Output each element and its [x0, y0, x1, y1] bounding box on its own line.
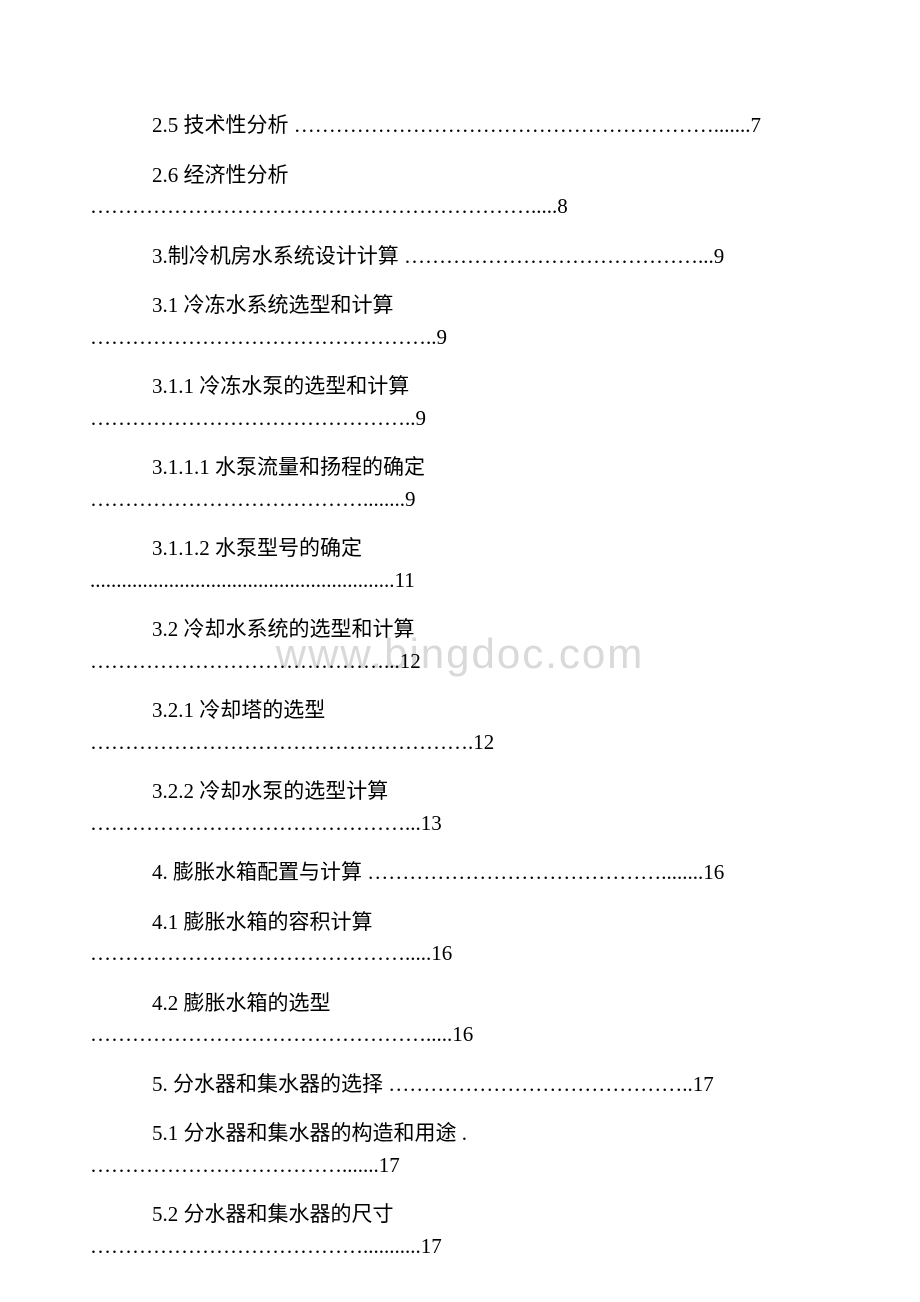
toc-leader: ……………………………………………………….....8 — [90, 194, 568, 218]
toc-entry: 3.2.2 冷却水泵的选型计算 ………………………………………...13 — [90, 776, 830, 839]
toc-entry: 2.6 经济性分析 ……………………………………………………….....8 — [90, 160, 830, 223]
toc-entry: 3.2 冷却水系统的选型和计算 ……………………………………...12 — [90, 614, 830, 677]
toc-entry: 5.2 分水器和集水器的尺寸 …………………………………...........17 — [90, 1199, 830, 1262]
toc-entry: 5.1 分水器和集水器的构造和用途 . ……………………………….......17 — [90, 1118, 830, 1181]
toc-leader: …………………………………...........17 — [90, 1234, 442, 1258]
toc-title: 2.5 技术性分析 — [152, 113, 294, 137]
toc-title: 3.1.1 冷冻水泵的选型和计算 — [152, 374, 409, 398]
toc-leader: ………………………………………...13 — [90, 811, 442, 835]
toc-leader: ……………………………………...12 — [90, 649, 421, 673]
toc-title: 4.1 膨胀水箱的容积计算 — [152, 910, 373, 934]
toc-title: 5. 分水器和集水器的选择 — [152, 1072, 388, 1096]
toc-entry: 4.2 膨胀水箱的选型 ………………………………………….....16 — [90, 988, 830, 1051]
toc-leader: ........................................… — [90, 568, 415, 592]
toc-title: 3.1 冷冻水系统选型和计算 — [152, 293, 394, 317]
toc-entry: 2.5 技术性分析 …………………………………………………….......7 — [90, 110, 830, 142]
toc-content: 2.5 技术性分析 …………………………………………………….......7 2… — [90, 110, 830, 1262]
toc-title: 4.2 膨胀水箱的选型 — [152, 991, 331, 1015]
toc-leader: ……………………………………………….12 — [90, 730, 494, 754]
toc-entry: 5. 分水器和集水器的选择 ……………………………………..17 — [90, 1069, 830, 1101]
toc-leader: …………………………………………..9 — [90, 325, 447, 349]
toc-leader: ………………………………………….....16 — [90, 1022, 473, 1046]
toc-title: 3.1.1.2 水泵型号的确定 — [152, 536, 362, 560]
toc-entry: 4. 膨胀水箱配置与计算 ……………………………………........16 — [90, 857, 830, 889]
toc-title: 5.1 分水器和集水器的构造和用途 . — [152, 1121, 467, 1145]
toc-leader: ……………………………………........16 — [367, 860, 724, 884]
toc-leader: ……………………………………….....16 — [90, 941, 452, 965]
toc-title: 3.1.1.1 水泵流量和扬程的确定 — [152, 455, 425, 479]
toc-title: 4. 膨胀水箱配置与计算 — [152, 860, 367, 884]
toc-title: 2.6 经济性分析 — [152, 163, 289, 187]
toc-entry: 3.制冷机房水系统设计计算 ……………………………………...9 — [90, 241, 830, 273]
toc-title: 3.2.1 冷却塔的选型 — [152, 698, 325, 722]
toc-entry: 3.1.1 冷冻水泵的选型和计算 ………………………………………..9 — [90, 371, 830, 434]
toc-entry: 3.1.1.1 水泵流量和扬程的确定 …………………………………........9 — [90, 452, 830, 515]
toc-leader: …………………………………………………….......7 — [294, 113, 761, 137]
toc-title: 5.2 分水器和集水器的尺寸 — [152, 1202, 394, 1226]
toc-leader: ……………………………………..17 — [388, 1072, 714, 1096]
toc-title: 3.2 冷却水系统的选型和计算 — [152, 617, 415, 641]
toc-entry: 3.1 冷冻水系统选型和计算 …………………………………………..9 — [90, 290, 830, 353]
toc-entry: 3.1.1.2 水泵型号的确定.........................… — [90, 533, 830, 596]
toc-leader: ……………………………….......17 — [90, 1153, 400, 1177]
toc-leader: ………………………………………..9 — [90, 406, 426, 430]
toc-leader: ……………………………………...9 — [404, 244, 724, 268]
toc-entry: 4.1 膨胀水箱的容积计算 ……………………………………….....16 — [90, 907, 830, 970]
toc-leader: …………………………………........9 — [90, 487, 416, 511]
toc-title: 3.2.2 冷却水泵的选型计算 — [152, 779, 388, 803]
toc-title: 3.制冷机房水系统设计计算 — [152, 244, 404, 268]
toc-entry: 3.2.1 冷却塔的选型 ……………………………………………….12 — [90, 695, 830, 758]
